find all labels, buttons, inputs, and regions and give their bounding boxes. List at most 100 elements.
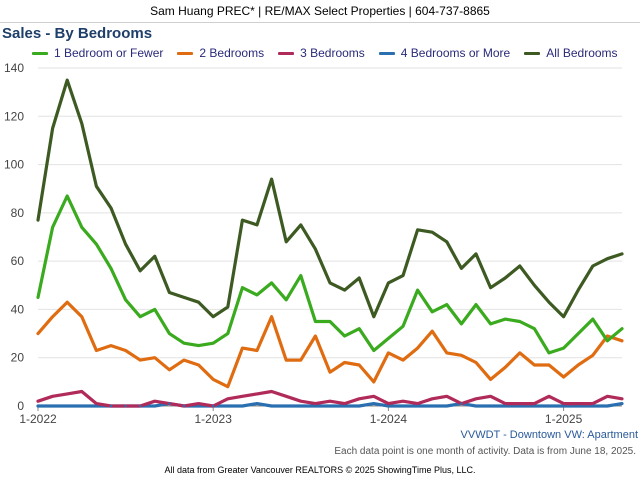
data-point xyxy=(66,392,69,396)
y-tick-label: 140 xyxy=(4,61,24,75)
data-point xyxy=(109,206,113,210)
data-point xyxy=(299,358,302,362)
data-point xyxy=(387,281,390,285)
data-point xyxy=(270,281,273,285)
legend-label-four-bed: 4 Bedrooms or More xyxy=(400,46,511,60)
data-point xyxy=(51,404,54,408)
data-point xyxy=(591,354,594,357)
legend-label-all-bed: All Bedrooms xyxy=(546,46,618,60)
data-point xyxy=(474,361,478,364)
data-point xyxy=(460,322,463,326)
data-point xyxy=(285,298,288,301)
data-point xyxy=(562,375,565,379)
data-point xyxy=(358,404,361,408)
data-point xyxy=(270,404,273,408)
header-bar: Sam Huang PREC* | RE/MAX Select Properti… xyxy=(0,0,640,23)
data-point xyxy=(328,281,332,285)
data-point xyxy=(182,404,186,408)
legend-swatch-two-bed xyxy=(177,51,194,55)
data-point xyxy=(255,293,259,297)
legend-swatch-four-bed xyxy=(378,51,395,55)
y-tick-label: 120 xyxy=(4,109,24,123)
data-point xyxy=(533,327,536,330)
data-point xyxy=(139,315,142,318)
data-point xyxy=(314,334,317,338)
data-point xyxy=(36,332,40,335)
data-point xyxy=(445,395,448,398)
legend-item-three-bed[interactable]: 3 Bedrooms xyxy=(278,46,365,60)
data-point xyxy=(343,334,346,338)
data-point xyxy=(518,320,521,323)
data-point xyxy=(387,404,390,408)
data-point xyxy=(66,301,69,304)
data-point xyxy=(591,317,594,321)
data-point xyxy=(168,368,171,371)
data-point xyxy=(401,400,405,403)
data-point xyxy=(358,397,361,400)
data-point xyxy=(372,402,375,405)
data-point xyxy=(620,339,624,342)
data-point xyxy=(153,255,156,258)
data-point xyxy=(226,397,229,400)
data-point xyxy=(372,380,375,384)
data-point xyxy=(168,402,171,405)
data-point xyxy=(153,404,156,408)
data-point xyxy=(285,404,288,408)
data-point xyxy=(51,226,54,229)
legend-item-one-bed[interactable]: 1 Bedroom or Fewer xyxy=(32,46,163,60)
data-point xyxy=(328,320,332,323)
data-point xyxy=(95,404,98,408)
header-text: Sam Huang PREC* | RE/MAX Select Properti… xyxy=(150,4,490,18)
data-point xyxy=(431,397,434,400)
legend-label-three-bed: 3 Bedrooms xyxy=(300,46,365,60)
data-point xyxy=(153,356,156,359)
legend-item-two-bed[interactable]: 2 Bedrooms xyxy=(177,46,264,60)
legend-item-all-bed[interactable]: All Bedrooms xyxy=(524,46,618,60)
x-tick-label: 1-2022 xyxy=(19,412,57,426)
data-point xyxy=(212,404,215,408)
data-point xyxy=(562,402,565,405)
data-point xyxy=(387,402,390,405)
data-point xyxy=(95,402,98,405)
data-point xyxy=(474,397,478,400)
data-point xyxy=(168,332,171,335)
data-point xyxy=(36,296,40,299)
legend-swatch-all-bed xyxy=(524,51,541,55)
data-point xyxy=(80,404,84,408)
data-point xyxy=(606,395,609,398)
data-point xyxy=(314,247,317,251)
legend-swatch-three-bed xyxy=(278,51,295,55)
data-point xyxy=(547,404,551,408)
legend-item-four-bed[interactable]: 4 Bedrooms or More xyxy=(378,46,511,60)
data-point xyxy=(343,404,346,408)
data-point xyxy=(358,276,361,280)
data-point xyxy=(51,315,54,318)
data-point xyxy=(328,400,332,403)
data-point xyxy=(241,395,244,398)
data-point xyxy=(80,315,84,318)
data-point xyxy=(533,363,536,367)
y-tick-label: 0 xyxy=(17,399,24,413)
plot-area xyxy=(38,68,622,406)
data-point xyxy=(562,315,565,318)
data-point xyxy=(431,404,434,408)
data-point xyxy=(533,402,536,405)
data-point xyxy=(36,404,40,408)
data-point xyxy=(431,330,434,333)
data-point xyxy=(66,194,69,198)
legend: 1 Bedroom or Fewer 2 Bedrooms 3 Bedrooms… xyxy=(32,46,618,60)
data-point xyxy=(124,243,127,246)
data-point xyxy=(387,337,390,340)
data-point xyxy=(416,404,419,408)
data-point xyxy=(504,404,507,408)
data-point xyxy=(474,404,478,408)
data-point xyxy=(153,308,156,311)
data-point xyxy=(226,404,229,408)
data-point xyxy=(343,288,346,292)
data-point xyxy=(533,404,536,408)
data-point xyxy=(489,286,492,289)
data-point xyxy=(328,371,332,374)
data-point xyxy=(489,322,492,326)
data-point xyxy=(504,317,507,321)
y-tick-label: 40 xyxy=(11,302,25,316)
